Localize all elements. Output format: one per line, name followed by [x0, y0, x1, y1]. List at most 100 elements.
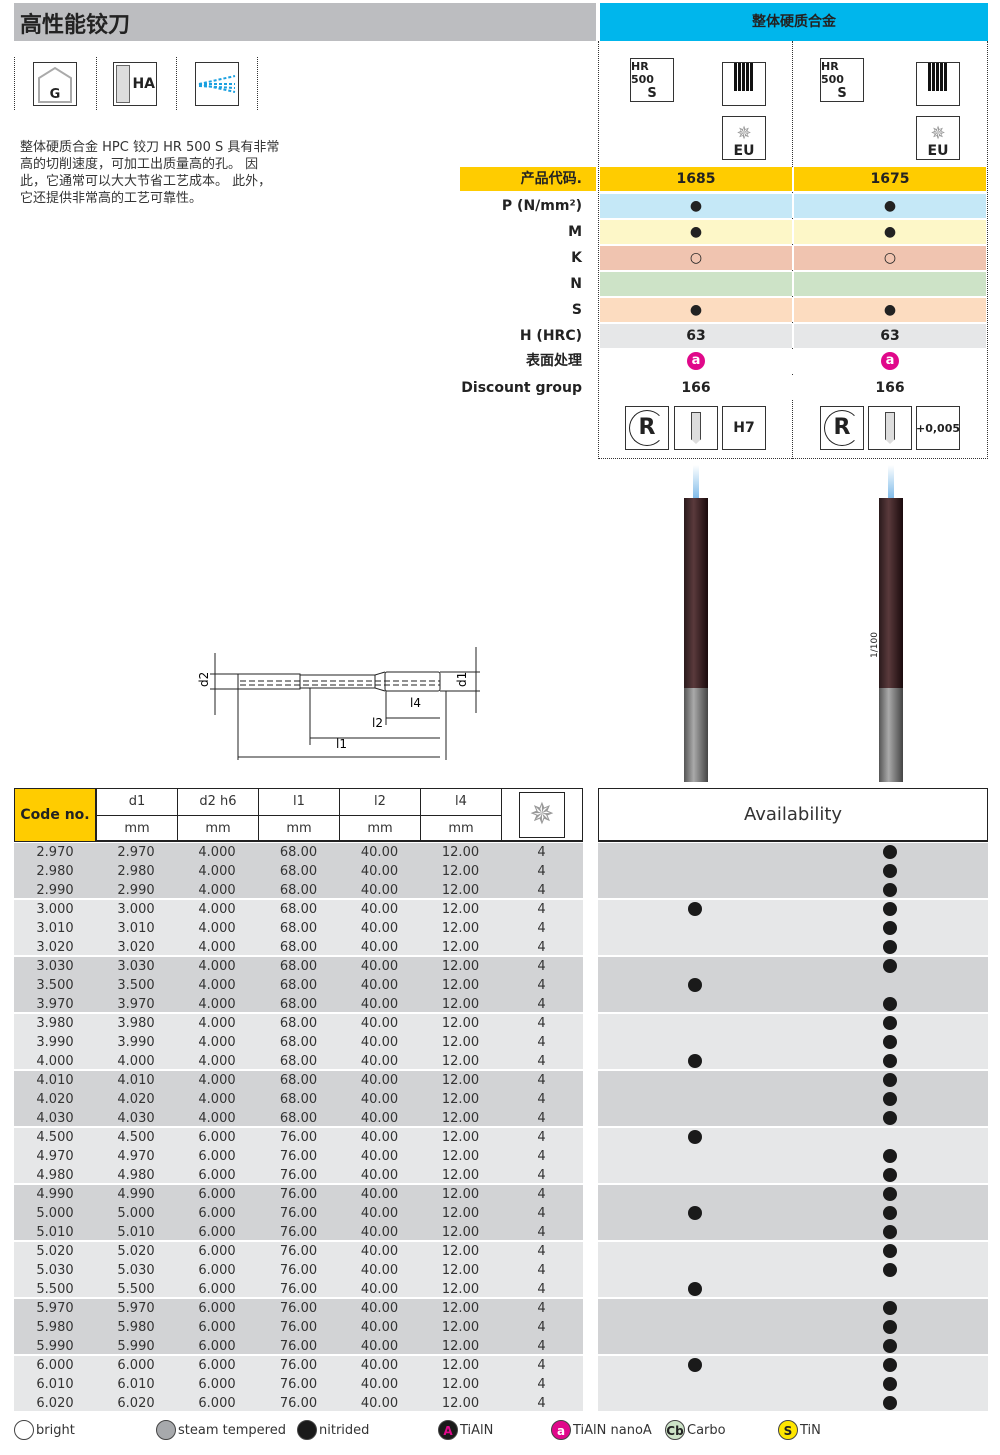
cell: 40.00: [360, 1244, 399, 1259]
cell: 4.020: [117, 1092, 155, 1107]
cell: 12.00: [441, 1225, 480, 1240]
cell: 40.00: [360, 1073, 399, 1088]
table-row[interactable]: 6.010 6.010 6.000 76.00 40.00 12.00 4: [14, 1375, 583, 1394]
cell: 4.000: [198, 1054, 236, 1069]
cell: 40.00: [360, 1054, 399, 1069]
availability-row: [598, 1090, 988, 1109]
divider: [257, 57, 258, 110]
availability-row: [598, 1318, 988, 1337]
product-description: 整体硬质合金 HPC 铰刀 HR 500 S 具有非常 高的切削速度，可加工出质…: [20, 139, 315, 207]
table-row[interactable]: 2.970 2.970 4.000 68.00 40.00 12.00 4: [14, 843, 583, 862]
cell: 4.000: [198, 997, 236, 1012]
availability-row: [598, 843, 988, 862]
available-dot-1675: [883, 997, 897, 1011]
row-discount: 166 166: [600, 376, 986, 400]
standard-label: EU: [927, 143, 949, 159]
table-row[interactable]: 2.990 2.990 4.000 68.00 40.00 12.00 4: [14, 881, 583, 900]
table-row[interactable]: 5.000 5.000 6.000 76.00 40.00 12.00 4: [14, 1204, 583, 1223]
suitability: ●: [883, 198, 897, 214]
available-dot-1685: [688, 1054, 702, 1068]
availability-row: [598, 1375, 988, 1394]
flute-eu-icon: ✵ EU: [916, 116, 960, 160]
tolerance-badge: H7: [722, 406, 766, 450]
legend-item: Cb Carbo: [665, 1420, 726, 1440]
table-row[interactable]: 4.000 4.000 4.000 68.00 40.00 12.00 4: [14, 1052, 583, 1071]
cell: 4: [537, 1111, 546, 1126]
table-row[interactable]: 2.980 2.980 4.000 68.00 40.00 12.00 4: [14, 862, 583, 881]
cell: 5.500: [117, 1282, 155, 1297]
table-row[interactable]: 6.020 6.020 6.000 76.00 40.00 12.00 4: [14, 1394, 583, 1413]
product-code[interactable]: 1675: [870, 171, 910, 187]
table-row[interactable]: 5.990 5.990 6.000 76.00 40.00 12.00 4: [14, 1337, 583, 1356]
code-no: 6.020: [36, 1396, 74, 1411]
label-surface: 表面处理: [526, 353, 582, 369]
table-row[interactable]: 5.500 5.500 6.000 76.00 40.00 12.00 4: [14, 1280, 583, 1299]
table-row[interactable]: 6.000 6.000 6.000 76.00 40.00 12.00 4: [14, 1356, 583, 1375]
cell: 40.00: [360, 1339, 399, 1354]
table-row[interactable]: 3.970 3.970 4.000 68.00 40.00 12.00 4: [14, 995, 583, 1014]
available-dot-1675: [883, 883, 897, 897]
code-no: 3.030: [36, 959, 74, 974]
table-row[interactable]: 5.020 5.020 6.000 76.00 40.00 12.00 4: [14, 1242, 583, 1261]
cell: 76.00: [279, 1282, 318, 1297]
table-row[interactable]: 3.980 3.980 4.000 68.00 40.00 12.00 4: [14, 1014, 583, 1033]
divider: [96, 57, 97, 110]
cell: 2.980: [117, 864, 155, 879]
cell: 4: [537, 1092, 546, 1107]
cell: 5.990: [117, 1339, 155, 1354]
table-row[interactable]: 5.970 5.970 6.000 76.00 40.00 12.00 4: [14, 1299, 583, 1318]
table-row[interactable]: 3.030 3.030 4.000 68.00 40.00 12.00 4: [14, 957, 583, 976]
suitability: ●: [883, 224, 897, 240]
code-no: 2.970: [36, 845, 74, 860]
cell: 68.00: [279, 1111, 318, 1126]
reamer-image: [879, 498, 903, 688]
divider: [598, 458, 988, 459]
table-row[interactable]: 4.990 4.990 6.000 76.00 40.00 12.00 4: [14, 1185, 583, 1204]
available-dot-1675: [883, 1263, 897, 1277]
table-row[interactable]: 3.000 3.000 4.000 68.00 40.00 12.00 4: [14, 900, 583, 919]
code-no: 5.030: [36, 1263, 74, 1278]
table-row[interactable]: 4.500 4.500 6.000 76.00 40.00 12.00 4: [14, 1128, 583, 1147]
cell: 76.00: [279, 1225, 318, 1240]
table-row[interactable]: 4.030 4.030 4.000 68.00 40.00 12.00 4: [14, 1109, 583, 1128]
table-row[interactable]: 5.010 5.010 6.000 76.00 40.00 12.00 4: [14, 1223, 583, 1242]
table-row[interactable]: 5.030 5.030 6.000 76.00 40.00 12.00 4: [14, 1261, 583, 1280]
shank-ha-label: HA: [132, 76, 155, 92]
code-no: 5.500: [36, 1282, 74, 1297]
cell: 12.00: [441, 864, 480, 879]
cell: 5.970: [117, 1301, 155, 1316]
cell: 4: [537, 1168, 546, 1183]
code-no: 2.990: [36, 883, 74, 898]
cell: 4.000: [198, 921, 236, 936]
table-row[interactable]: 4.980 4.980 6.000 76.00 40.00 12.00 4: [14, 1166, 583, 1185]
code-no: 4.980: [36, 1168, 74, 1183]
available-dot-1675: [883, 1206, 897, 1220]
table-row[interactable]: 3.500 3.500 4.000 68.00 40.00 12.00 4: [14, 976, 583, 995]
shank-ha-icon: HA: [113, 62, 157, 106]
cell: 12.00: [441, 1358, 480, 1373]
table-row[interactable]: 4.010 4.010 4.000 68.00 40.00 12.00 4: [14, 1071, 583, 1090]
cell: 4.500: [117, 1130, 155, 1145]
cell: 76.00: [279, 1320, 318, 1335]
cell: 68.00: [279, 959, 318, 974]
cell: 4: [537, 940, 546, 955]
shank-icon: [722, 62, 766, 106]
product-code[interactable]: 1685: [600, 167, 794, 191]
table-row[interactable]: 4.020 4.020 4.000 68.00 40.00 12.00 4: [14, 1090, 583, 1109]
available-dot-1685: [688, 902, 702, 916]
description-line: 高的切削速度，可加工出质量高的孔。 因: [20, 157, 259, 172]
series-variant: S: [647, 85, 657, 101]
table-row[interactable]: 3.010 3.010 4.000 68.00 40.00 12.00 4: [14, 919, 583, 938]
label-M: M: [568, 224, 582, 240]
code-no: 3.980: [36, 1016, 74, 1031]
table-row[interactable]: 3.990 3.990 4.000 68.00 40.00 12.00 4: [14, 1033, 583, 1052]
table-row[interactable]: 4.970 4.970 6.000 76.00 40.00 12.00 4: [14, 1147, 583, 1166]
label-N: N: [570, 276, 582, 292]
table-row[interactable]: 5.980 5.980 6.000 76.00 40.00 12.00 4: [14, 1318, 583, 1337]
description-line: 此，它通常可以大大节省工艺成本。 此外，: [20, 174, 272, 189]
tolerance-badge: +0,005: [916, 406, 960, 450]
table-row[interactable]: 3.020 3.020 4.000 68.00 40.00 12.00 4: [14, 938, 583, 957]
legend-label: TiAlN: [460, 1422, 494, 1438]
cell: 76.00: [279, 1396, 318, 1411]
cell: 40.00: [360, 921, 399, 936]
